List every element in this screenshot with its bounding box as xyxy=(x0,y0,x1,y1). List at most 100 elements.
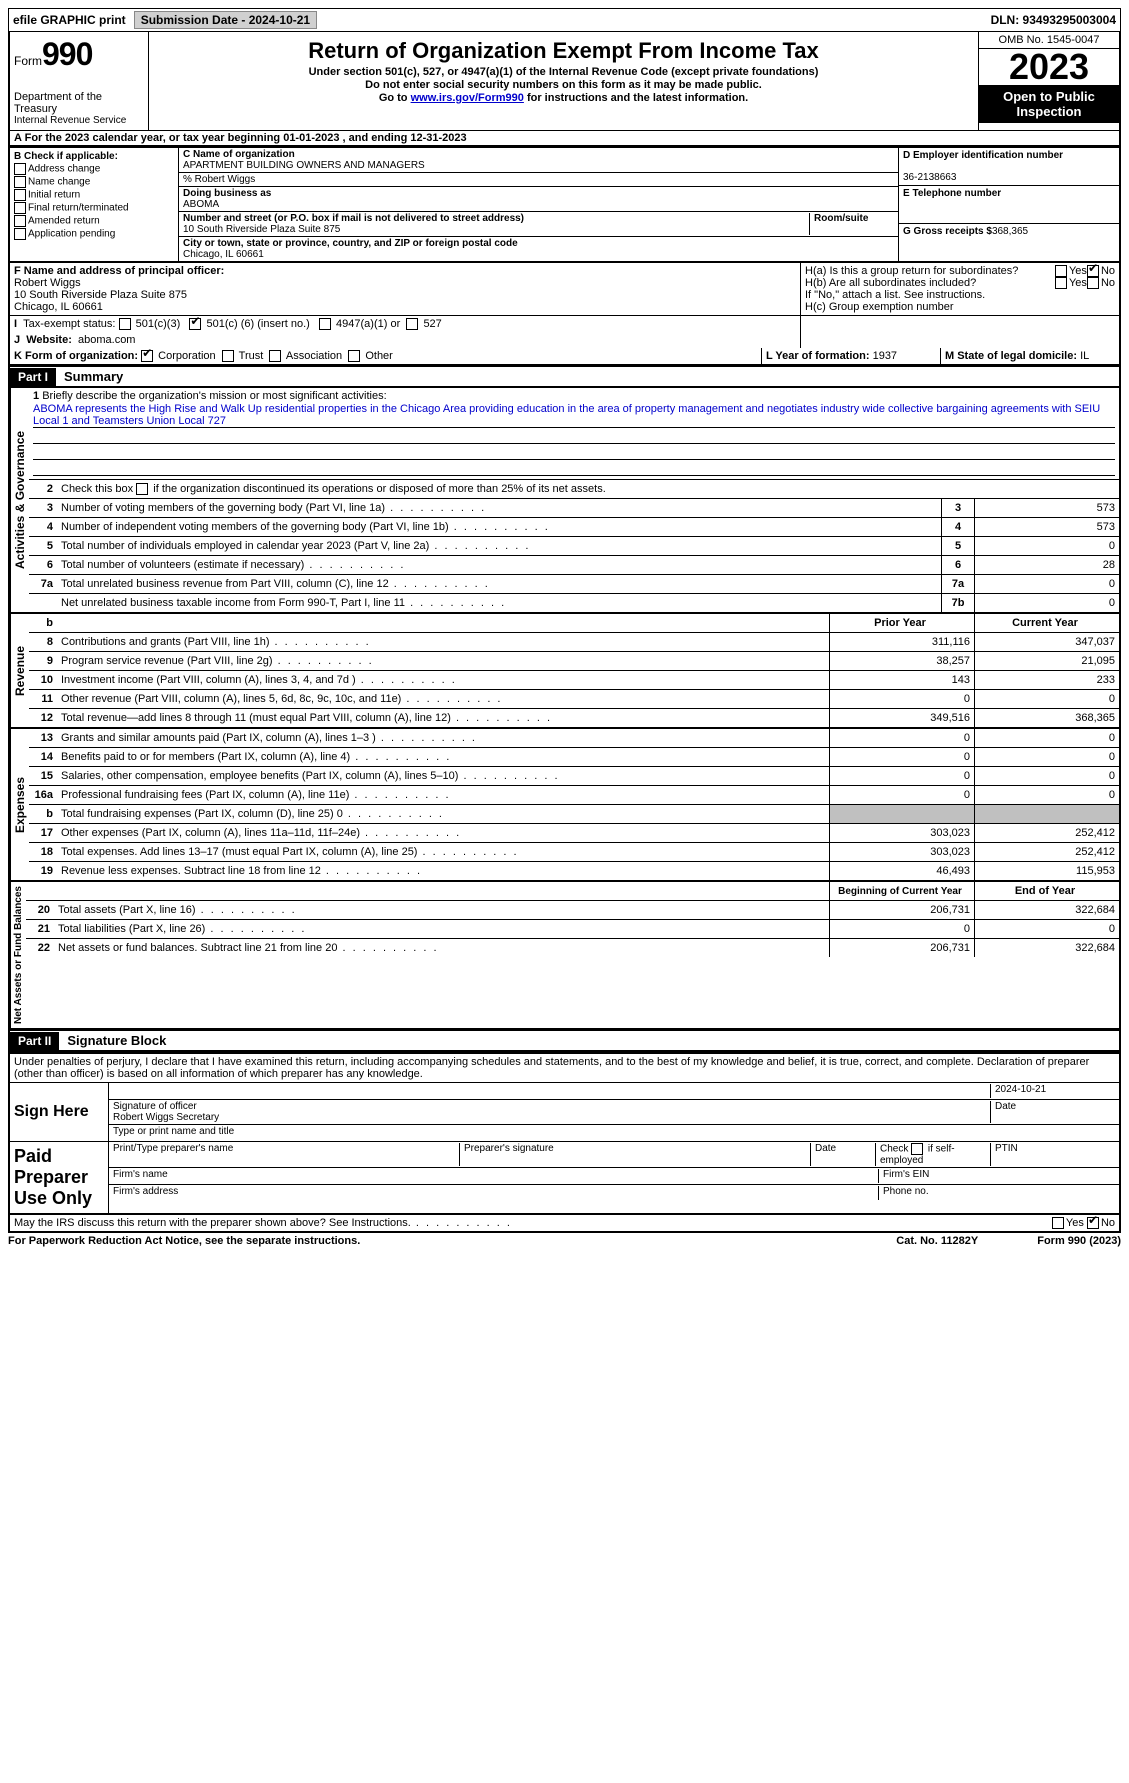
col-b-header: B Check if applicable: xyxy=(14,151,174,162)
vtab-governance: Activities & Governance xyxy=(10,388,29,612)
tax-year: 2023 xyxy=(979,49,1119,85)
summary-line: 6Total number of volunteers (estimate if… xyxy=(29,556,1119,575)
prep-date-label: Date xyxy=(811,1143,876,1166)
discuss-row: May the IRS discuss this return with the… xyxy=(8,1215,1121,1233)
summary-line: Net unrelated business taxable income fr… xyxy=(29,594,1119,612)
chk-application-pending[interactable]: Application pending xyxy=(14,228,174,240)
officer-addr2: Chicago, IL 60661 xyxy=(14,301,103,313)
officer-name: Robert Wiggs xyxy=(14,277,81,289)
form-org-label: K Form of organization: xyxy=(14,350,138,362)
form-number: 990 xyxy=(42,36,92,72)
officer-label: F Name and address of principal officer: xyxy=(14,265,224,277)
chk-final-return[interactable]: Final return/terminated xyxy=(14,202,174,214)
ha-label: H(a) Is this a group return for subordin… xyxy=(805,265,1055,277)
summary-line: 21Total liabilities (Part X, line 26)00 xyxy=(26,920,1119,939)
ha-yes[interactable] xyxy=(1055,265,1067,277)
summary-line: 20Total assets (Part X, line 16)206,7313… xyxy=(26,901,1119,920)
title-cell: Return of Organization Exempt From Incom… xyxy=(149,32,979,130)
submission-date-button[interactable]: Submission Date - 2024-10-21 xyxy=(134,11,317,29)
prep-name-label: Print/Type preparer's name xyxy=(113,1143,460,1166)
type-name-label: Type or print name and title xyxy=(113,1126,234,1140)
chk-other[interactable] xyxy=(348,350,360,362)
chk-501c[interactable] xyxy=(189,318,201,330)
discuss-yes[interactable] xyxy=(1052,1217,1064,1229)
year-cell: OMB No. 1545-0047 2023 Open to Public In… xyxy=(979,32,1119,130)
summary-line: 13Grants and similar amounts paid (Part … xyxy=(29,729,1119,748)
hb-yes[interactable] xyxy=(1055,277,1067,289)
chk-4947[interactable] xyxy=(319,318,331,330)
row-ij: I Tax-exempt status: 501(c)(3) 501(c) (6… xyxy=(8,315,1121,348)
chk-association[interactable] xyxy=(269,350,281,362)
ein-value: 36-2138663 xyxy=(903,172,956,183)
top-bar: efile GRAPHIC print Submission Date - 20… xyxy=(8,8,1121,32)
sig-date: 2024-10-21 xyxy=(990,1084,1115,1098)
org-name: APARTMENT BUILDING OWNERS AND MANAGERS xyxy=(183,160,425,171)
summary-revenue: Revenue b Prior Year Current Year 8Contr… xyxy=(8,614,1121,729)
summary-governance: Activities & Governance 1 Briefly descri… xyxy=(8,388,1121,614)
phone-label: Phone no. xyxy=(879,1186,1115,1200)
col-de: D Employer identification number 36-21386… xyxy=(898,148,1119,261)
vtab-revenue: Revenue xyxy=(10,614,29,727)
row-fh: F Name and address of principal officer:… xyxy=(8,263,1121,315)
chk-name-change[interactable]: Name change xyxy=(14,176,174,188)
q2-row: 2Check this box if the organization disc… xyxy=(29,480,1119,499)
irs-label: Internal Revenue Service xyxy=(14,115,144,126)
form-word: Form xyxy=(14,54,42,68)
firm-addr-label: Firm's address xyxy=(113,1186,879,1200)
gross-label: G Gross receipts $ xyxy=(903,226,992,237)
summary-netassets: Net Assets or Fund Balances Beginning of… xyxy=(8,882,1121,1030)
summary-line: bTotal fundraising expenses (Part IX, co… xyxy=(29,805,1119,824)
chk-address-change[interactable]: Address change xyxy=(14,163,174,175)
year-formation: 1937 xyxy=(873,350,897,362)
open-public-badge: Open to Public Inspection xyxy=(979,85,1119,123)
prior-year-header: Prior Year xyxy=(829,614,974,632)
chk-discontinued[interactable] xyxy=(136,483,148,495)
line-a: A For the 2023 calendar year, or tax yea… xyxy=(8,130,1121,147)
q1-block: 1 Briefly describe the organization's mi… xyxy=(29,388,1119,480)
current-year-header: Current Year xyxy=(974,614,1119,632)
domicile-label: M State of legal domicile: xyxy=(945,350,1077,362)
ha-no[interactable] xyxy=(1087,265,1099,277)
chk-self-employed[interactable] xyxy=(911,1143,923,1155)
rev-header: b Prior Year Current Year xyxy=(29,614,1119,633)
chk-501c3[interactable] xyxy=(119,318,131,330)
tax-status-label: Tax-exempt status: xyxy=(23,318,115,330)
part1-header: Part I Summary xyxy=(8,366,1121,388)
discuss-no[interactable] xyxy=(1087,1217,1099,1229)
chk-527[interactable] xyxy=(406,318,418,330)
summary-line: 12Total revenue—add lines 8 through 11 (… xyxy=(29,709,1119,727)
form-number-cell: Form990 Department of the Treasury Inter… xyxy=(10,32,149,130)
net-header: Beginning of Current Year End of Year xyxy=(26,882,1119,901)
row-h-continued xyxy=(800,316,1119,348)
vtab-netassets: Net Assets or Fund Balances xyxy=(10,882,26,1028)
chk-amended[interactable]: Amended return xyxy=(14,215,174,227)
paid-preparer-label: Paid Preparer Use Only xyxy=(10,1142,109,1213)
col-c: C Name of organizationAPARTMENT BUILDING… xyxy=(179,148,898,261)
officer-name-title: Robert Wiggs Secretary xyxy=(113,1112,219,1123)
summary-line: 5Total number of individuals employed in… xyxy=(29,537,1119,556)
summary-line: 4Number of independent voting members of… xyxy=(29,518,1119,537)
summary-line: 9Program service revenue (Part VIII, lin… xyxy=(29,652,1119,671)
street-address: 10 South Riverside Plaza Suite 875 xyxy=(183,224,340,235)
row-h: H(a) Is this a group return for subordin… xyxy=(800,263,1119,315)
firm-ein-label: Firm's EIN xyxy=(879,1169,1115,1183)
hb-label: H(b) Are all subordinates included? xyxy=(805,277,1055,289)
ein-label: D Employer identification number xyxy=(903,150,1063,161)
chk-initial-return[interactable]: Initial return xyxy=(14,189,174,201)
part2-label: Part II xyxy=(10,1032,59,1050)
sig-officer-label: Signature of officer xyxy=(113,1101,197,1112)
eoy-header: End of Year xyxy=(974,882,1119,900)
section-bcde: B Check if applicable: Address change Na… xyxy=(8,147,1121,263)
hb-note: If "No," attach a list. See instructions… xyxy=(805,289,1115,301)
chk-trust[interactable] xyxy=(222,350,234,362)
firm-name-label: Firm's name xyxy=(113,1169,879,1183)
city-label: City or town, state or province, country… xyxy=(183,238,518,249)
ptin-label: PTIN xyxy=(991,1143,1115,1166)
hb-no[interactable] xyxy=(1087,277,1099,289)
irs-link[interactable]: www.irs.gov/Form990 xyxy=(411,92,524,104)
chk-corporation[interactable] xyxy=(141,350,153,362)
tel-label: E Telephone number xyxy=(903,188,1001,199)
footer: For Paperwork Reduction Act Notice, see … xyxy=(8,1233,1121,1249)
part1-label: Part I xyxy=(10,368,56,386)
summary-line: 3Number of voting members of the governi… xyxy=(29,499,1119,518)
